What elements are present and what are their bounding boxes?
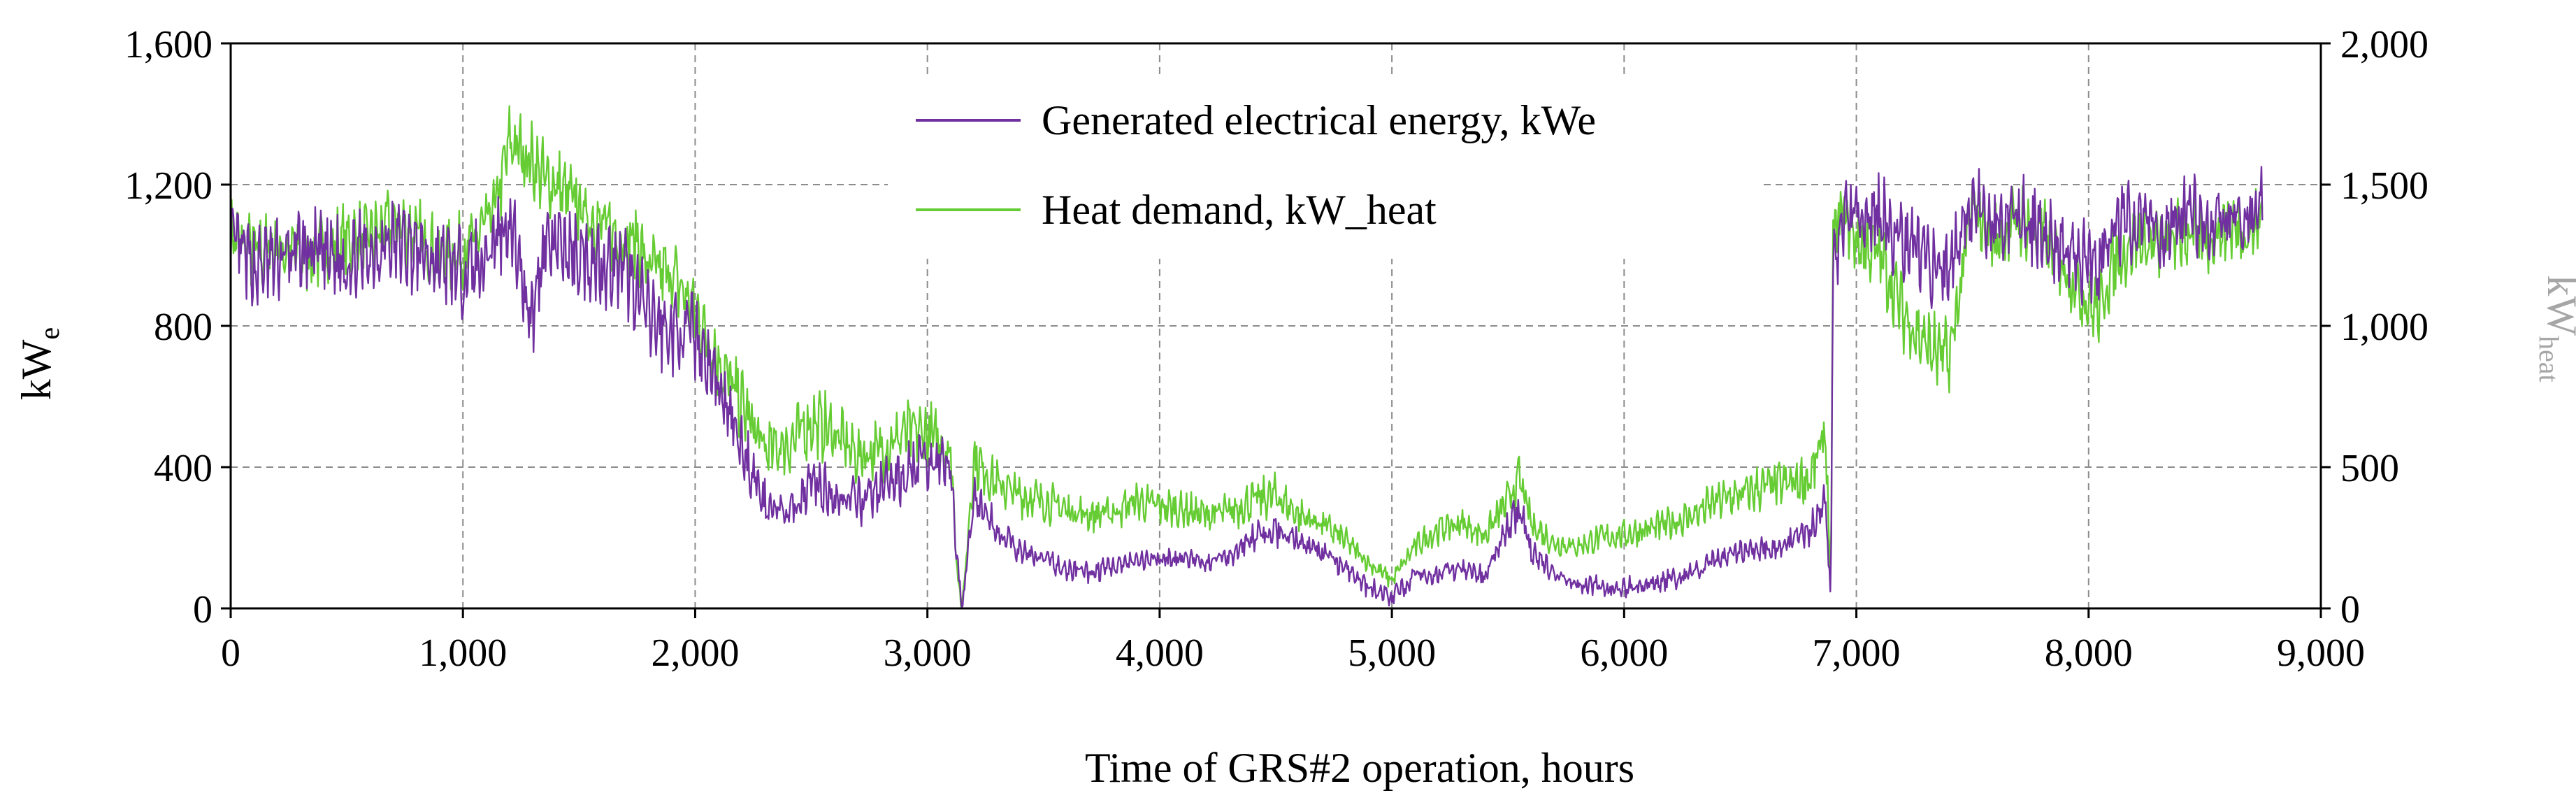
x-tick-label: 0 bbox=[221, 631, 240, 675]
y-axis-title-left: kWe bbox=[13, 327, 65, 400]
y-left-tick-label: 1,600 bbox=[124, 23, 213, 66]
y-axis-title-left-main: kW bbox=[13, 339, 59, 400]
y-axis-title-left-sub: e bbox=[34, 327, 65, 340]
legend-background bbox=[888, 77, 1762, 259]
y-axis-title-right: kWheat bbox=[2533, 275, 2576, 382]
legend-label-heat: Heat demand, kW_heat bbox=[1042, 187, 1437, 233]
x-tick-label: 5,000 bbox=[1348, 631, 1436, 675]
x-tick-label: 3,000 bbox=[884, 631, 972, 675]
y-left-tick-label: 0 bbox=[193, 588, 213, 631]
y-left-tick-label: 1,200 bbox=[124, 164, 213, 208]
x-tick-label: 9,000 bbox=[2277, 631, 2365, 675]
x-tick-label: 2,000 bbox=[651, 631, 739, 675]
x-tick-label: 6,000 bbox=[1580, 631, 1668, 675]
electrical-energy-line bbox=[229, 166, 2264, 609]
x-tick-label: 4,000 bbox=[1116, 631, 1204, 675]
y-right-tick-label: 0 bbox=[2340, 588, 2360, 631]
legend-label-electrical: Generated electrical energy, kWe bbox=[1042, 97, 1596, 143]
x-tick-label: 1,000 bbox=[419, 631, 507, 675]
y-axis-title-right-sub: heat bbox=[2533, 336, 2565, 383]
y-left-tick-label: 400 bbox=[154, 447, 213, 490]
y-right-tick-label: 500 bbox=[2340, 447, 2399, 490]
x-axis-title: Time of GRS#2 operation, hours bbox=[1085, 745, 1634, 791]
heat-demand-line bbox=[229, 105, 2264, 607]
x-tick-label: 8,000 bbox=[2045, 631, 2133, 675]
y-axis-title-right-main: kW bbox=[2539, 275, 2576, 336]
axes bbox=[221, 42, 2331, 618]
y-right-tick-label: 2,000 bbox=[2340, 23, 2429, 66]
x-tick-label: 7,000 bbox=[1813, 631, 1901, 675]
y-left-tick-label: 800 bbox=[154, 306, 213, 349]
y-right-tick-label: 1,000 bbox=[2340, 306, 2429, 349]
y-right-tick-label: 1,500 bbox=[2340, 164, 2429, 208]
legend: Generated electrical energy, kWe Heat de… bbox=[888, 77, 1762, 259]
series-layer bbox=[229, 105, 2264, 609]
tick-labels: 0 1,000 2,000 3,000 4,000 5,000 6,000 7,000 8,00… bbox=[124, 23, 2429, 675]
